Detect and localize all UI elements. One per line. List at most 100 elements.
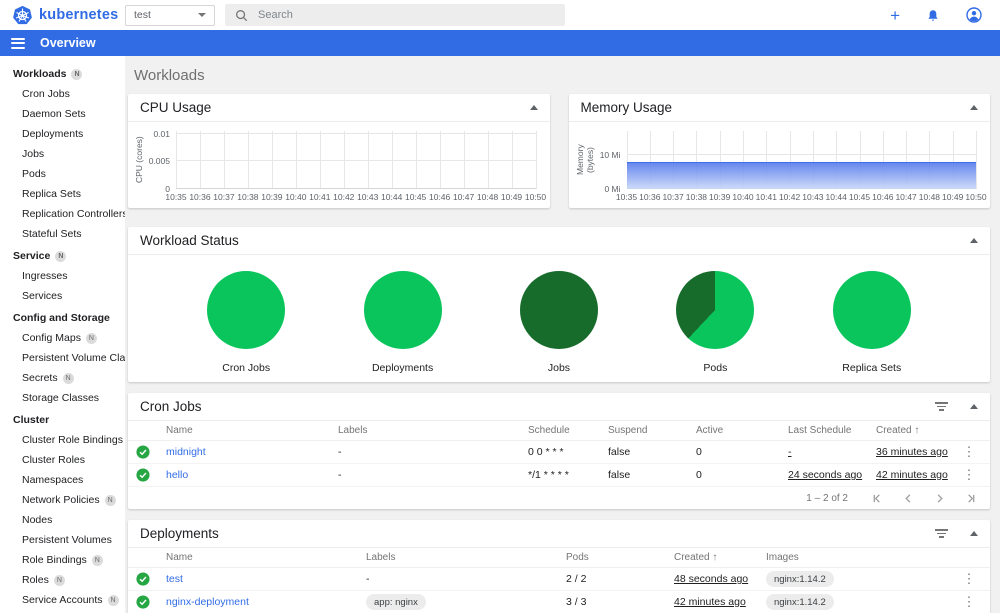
sidebar-item-ingresses[interactable]: Ingresses <box>22 270 68 282</box>
column-header-active[interactable]: Active <box>696 425 724 436</box>
filter-icon[interactable] <box>935 527 948 541</box>
sidebar-item-cluster-role-bindings[interactable]: Cluster Role Bindings <box>22 434 123 446</box>
column-header-name[interactable]: Name <box>166 552 193 563</box>
column-header-created[interactable]: Created ↑ <box>876 425 920 436</box>
sidebar-item-deployments[interactable]: Deployments <box>22 128 84 140</box>
sidebar-item-secrets[interactable]: Secrets N <box>0 368 125 388</box>
cell-pods: 2 / 2 <box>566 573 587 585</box>
deployments-card: Deployments Name Labels Pods Created ↑ Image… <box>128 520 990 613</box>
gridline-vertical <box>487 131 489 189</box>
row-actions-menu-icon[interactable]: ⋮ <box>962 594 976 609</box>
sidebar-section-workloads[interactable]: Workloads N <box>0 62 125 84</box>
row-actions-menu-icon[interactable]: ⋮ <box>962 467 976 482</box>
sidebar-section-cluster[interactable]: Cluster <box>13 414 50 426</box>
filter-icon[interactable] <box>935 400 948 414</box>
collapse-icon[interactable] <box>970 404 978 409</box>
collapse-icon[interactable] <box>970 531 978 536</box>
pie-chart-jobs[interactable] <box>519 271 598 349</box>
sidebar-item-persistent-volume-claims[interactable]: Persistent Volume ClaimsN <box>0 348 125 368</box>
sidebar-item-replication-controllers[interactable]: Replication Controllers <box>22 208 125 220</box>
column-header-images[interactable]: Images <box>766 552 799 563</box>
sidebar-item-jobs[interactable]: Jobs <box>22 148 45 160</box>
sidebar-item-daemon-sets[interactable]: Daemon Sets <box>22 108 86 120</box>
sidebar-item-pods[interactable]: Pods <box>22 168 46 180</box>
cell-last-schedule: 24 seconds ago <box>788 469 863 481</box>
sidebar-item-replica-sets[interactable]: Replica Sets <box>22 188 81 200</box>
x-tick-label: 10:43 <box>802 192 824 202</box>
cell-name[interactable]: hello <box>166 469 189 481</box>
x-tick-label: 10:39 <box>261 192 283 202</box>
x-tick-label: 10:41 <box>309 192 331 202</box>
sidebar-item-service-accounts[interactable]: Service Accounts N <box>0 590 125 610</box>
x-tick-label: 10:40 <box>285 192 307 202</box>
sidebar-item-network-policies[interactable]: Network Policies N <box>0 490 125 510</box>
x-tick-label: 10:40 <box>732 192 754 202</box>
sidebar-item-namespaces[interactable]: Namespaces <box>22 474 84 486</box>
column-header-last-schedule[interactable]: Last Schedule <box>788 425 852 436</box>
previous-page-icon[interactable] <box>903 493 914 504</box>
sidebar-item-role-bindings[interactable]: Role Bindings N <box>0 550 125 570</box>
notifications-bell-icon[interactable] <box>926 8 940 23</box>
gridline-horizontal <box>176 160 536 162</box>
sidebar-item-config-maps[interactable]: Config Maps N <box>0 328 125 348</box>
column-header-schedule[interactable]: Schedule <box>528 425 570 436</box>
menu-hamburger-icon[interactable] <box>11 35 25 51</box>
cell-labels: - <box>338 469 342 481</box>
sidebar-item-roles[interactable]: Roles N <box>0 570 125 590</box>
new-badge: N <box>107 595 119 606</box>
cell-name[interactable]: nginx-deployment <box>166 596 249 608</box>
sidebar-item-storage-classes[interactable]: Storage Classes <box>22 392 100 404</box>
cron-jobs-table: Name Labels Schedule Suspend Active Last Sche… <box>128 421 990 487</box>
sidebar-item-services[interactable]: Services <box>22 290 63 302</box>
gridline-vertical <box>199 131 201 189</box>
column-header-pods[interactable]: Pods <box>566 552 589 563</box>
search-input[interactable] <box>258 9 555 21</box>
chevron-down-icon <box>198 13 206 17</box>
next-page-icon[interactable] <box>934 493 945 504</box>
collapse-icon[interactable] <box>970 105 978 110</box>
cell-last-schedule: - <box>788 446 792 458</box>
collapse-icon[interactable] <box>970 238 978 243</box>
user-account-icon[interactable] <box>966 7 982 23</box>
gridline-vertical <box>882 131 884 189</box>
sidebar-section-service[interactable]: Service N <box>0 244 125 266</box>
sidebar-item-cluster-roles[interactable]: Cluster Roles <box>22 454 86 466</box>
gridline-vertical <box>812 131 814 189</box>
sidebar-item-nodes[interactable]: Nodes <box>22 514 53 526</box>
last-page-icon[interactable] <box>965 493 976 504</box>
kubernetes-logo[interactable]: kubernetes <box>12 5 125 26</box>
sidebar-item-persistent-volumes[interactable]: Persistent Volumes <box>22 534 112 546</box>
column-header-labels[interactable]: Labels <box>338 425 368 436</box>
gridline-vertical <box>766 131 768 189</box>
pie-label: Pods <box>703 362 728 374</box>
column-header-suspend[interactable]: Suspend <box>608 425 648 436</box>
gridline-vertical <box>415 131 417 189</box>
sidebar-item-cron-jobs[interactable]: Cron Jobs <box>22 88 70 100</box>
cell-name[interactable]: midnight <box>166 446 206 458</box>
sidebar-section-config-and-storage[interactable]: Config and Storage <box>13 312 110 324</box>
gridline-vertical <box>952 131 954 189</box>
pie-chart-pods[interactable] <box>676 271 755 349</box>
row-actions-menu-icon[interactable]: ⋮ <box>962 571 976 586</box>
column-header-name[interactable]: Name <box>166 425 193 436</box>
cell-name[interactable]: test <box>166 573 183 585</box>
pie-chart-cron-jobs[interactable] <box>207 271 286 349</box>
namespace-selector[interactable]: test <box>125 4 215 26</box>
x-tick-label: 10:46 <box>872 192 894 202</box>
sidebar: Workloads N Cron Jobs Daemon Sets Deployment… <box>0 56 125 613</box>
column-header-labels[interactable]: Labels <box>366 552 396 563</box>
pie-chart-replica-sets[interactable] <box>832 271 911 349</box>
create-resource-button[interactable]: + <box>890 5 900 25</box>
search-bar[interactable] <box>225 4 565 26</box>
pie-chart-deployments[interactable] <box>363 271 442 349</box>
row-actions-menu-icon[interactable]: ⋮ <box>962 444 976 459</box>
gridline-vertical <box>743 131 744 189</box>
x-tick-label: 10:43 <box>357 192 379 202</box>
gridline-vertical <box>976 131 977 189</box>
sidebar-item-stateful-sets[interactable]: Stateful Sets <box>22 228 82 240</box>
gridline-vertical <box>271 131 273 189</box>
table-row: test - 2 / 2 48 seconds ago nginx:1.14.2 ⋮ <box>128 568 990 591</box>
first-page-icon[interactable] <box>872 493 883 504</box>
column-header-created[interactable]: Created ↑ <box>674 552 718 563</box>
collapse-icon[interactable] <box>529 105 538 110</box>
